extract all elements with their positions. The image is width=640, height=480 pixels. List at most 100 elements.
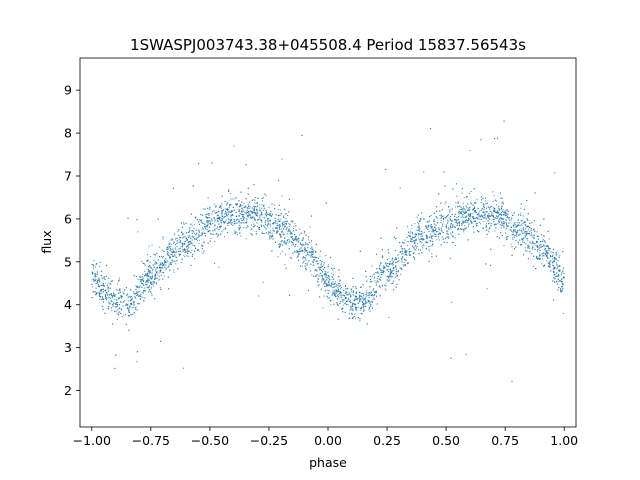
data-point [244,222,246,224]
data-point [195,229,197,231]
data-point [340,291,342,293]
data-point [211,218,213,220]
data-point [417,249,420,251]
data-point [331,294,333,296]
data-point [187,244,189,246]
data-point [518,229,521,231]
data-point [169,257,172,259]
data-point [278,220,280,222]
data-point [483,204,485,206]
data-point [221,212,223,214]
data-point [465,211,467,213]
data-point [191,249,193,251]
data-point [120,301,122,303]
data-point [162,272,165,274]
data-point [209,206,211,208]
data-point [254,219,256,221]
data-point [170,253,172,255]
data-point [147,278,149,280]
data-point [193,228,195,230]
data-point [449,215,452,218]
data-point [506,239,508,241]
data-point [104,295,106,297]
data-point [95,273,97,275]
data-point [160,288,162,290]
data-point [556,272,558,274]
data-point [265,220,267,222]
data-point [269,213,271,215]
data-point [332,281,334,283]
data-point [562,287,564,289]
data-point [130,314,132,316]
data-point [216,220,218,222]
data-point [216,228,218,230]
data-point [257,205,259,207]
data-point [325,202,327,204]
data-point [418,225,420,227]
data-point [198,231,201,233]
data-point [462,213,464,216]
data-point [501,224,503,226]
data-point [233,209,235,211]
data-point [218,223,220,225]
data-point [322,277,324,279]
data-point [402,252,404,255]
data-point [238,224,240,226]
data-point [111,296,113,298]
data-point [297,251,299,253]
data-point [184,248,186,250]
data-point [144,275,146,277]
data-point [169,262,171,264]
data-point [254,218,256,220]
data-point [144,264,146,266]
data-point [558,287,560,289]
data-point [396,275,398,277]
data-point [326,274,328,276]
data-point [170,263,172,266]
data-point [148,266,150,268]
data-point [524,223,526,225]
data-point [169,242,171,244]
data-point [499,218,501,220]
data-point [274,222,276,224]
data-point [108,282,110,284]
data-point [449,219,451,221]
data-point [211,162,213,164]
data-point [363,310,365,312]
data-point [302,256,304,258]
data-point [304,257,306,259]
data-point [246,220,248,222]
data-point [241,216,244,218]
data-point [178,255,181,257]
data-point [397,257,400,259]
data-point [506,225,508,228]
data-point [143,263,145,265]
data-point [556,253,558,255]
data-point [389,273,391,275]
data-point [537,249,539,251]
data-point [291,233,293,235]
data-point [355,296,358,298]
data-point [245,213,247,215]
data-point [132,313,134,315]
data-point [94,280,96,282]
data-point [437,230,439,233]
data-point [236,231,238,233]
data-point [222,217,225,219]
data-point [167,245,169,247]
data-point [262,197,264,199]
data-point [272,227,274,229]
data-point [371,294,373,296]
data-point [333,291,335,293]
data-point [527,245,529,247]
data-point [554,281,556,283]
data-point [546,251,548,253]
data-point [339,285,341,288]
data-point [130,303,132,305]
data-point [102,305,104,308]
data-point [433,235,435,237]
data-point [202,222,204,225]
data-point [533,234,535,236]
data-point [548,247,550,249]
data-point [472,216,474,218]
